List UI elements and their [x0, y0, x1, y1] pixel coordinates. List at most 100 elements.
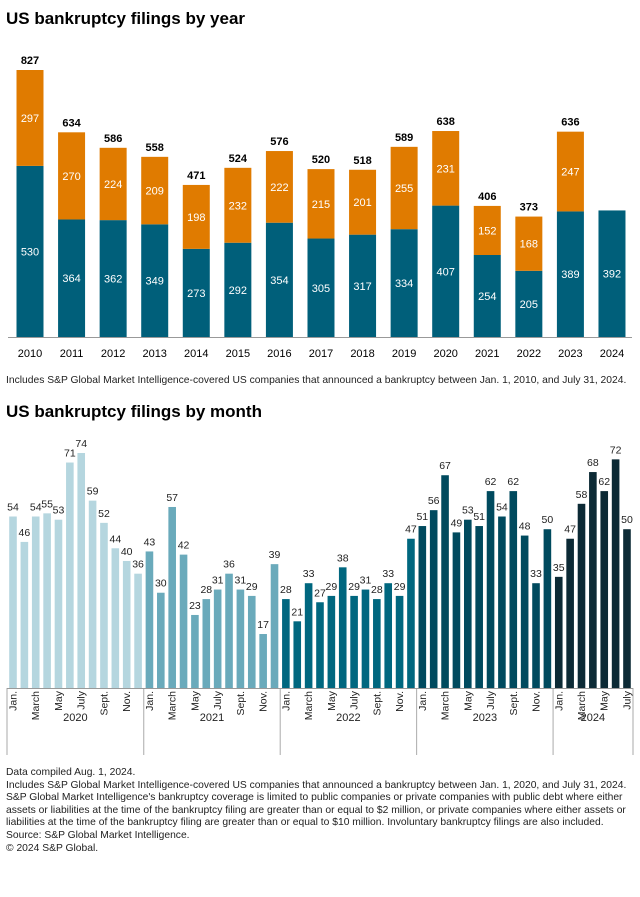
- bar-label: 232: [229, 200, 247, 212]
- note-date: Data compiled Aug. 1, 2024.: [6, 767, 136, 778]
- bar-label: 28: [371, 584, 383, 596]
- bar-label: 349: [146, 276, 164, 288]
- month-tick-label: Sept.: [235, 691, 247, 716]
- month-tick-label: Nov.: [258, 691, 270, 712]
- bar-2020-7: [77, 453, 86, 688]
- bar-label: 152: [478, 225, 496, 237]
- bar-2019-upper: [390, 146, 418, 230]
- bar-label: 530: [21, 246, 39, 258]
- bar-label: 31: [235, 575, 247, 587]
- bar-label: 29: [394, 581, 406, 593]
- bar-2011-upper: [58, 132, 86, 220]
- month-tick-label: May: [189, 690, 201, 711]
- annual-chart-title: US bankruptcy filings by year: [6, 9, 246, 28]
- bar-2018-lower: [349, 234, 377, 337]
- bar-label: 38: [337, 552, 349, 564]
- month-tick-label: July: [349, 690, 361, 709]
- bar-label: 247: [561, 167, 579, 179]
- bar-2022-upper: [515, 216, 543, 271]
- bar-2021-5: [191, 614, 199, 688]
- bar-2021-10: [247, 595, 256, 688]
- bar-2024-1: [554, 576, 563, 688]
- bar-2022-5: [327, 595, 336, 688]
- bar-2024-4: [589, 472, 597, 688]
- bar-2023-4: [452, 532, 461, 688]
- bar-label: 33: [382, 568, 394, 580]
- total-label: 634: [62, 117, 81, 129]
- bar-label: 62: [598, 476, 610, 488]
- bar-label: 35: [553, 562, 565, 574]
- bar-label: 31: [212, 575, 224, 587]
- bar-label: 23: [189, 600, 201, 612]
- bar-label: 51: [473, 511, 485, 523]
- x-tick-label: 2021: [475, 348, 499, 360]
- bar-2020-6: [66, 462, 74, 688]
- total-label: 558: [146, 142, 164, 154]
- bar-label: 17: [257, 619, 269, 631]
- note-source: Source: S&P Global Market Intelligence.: [6, 829, 190, 841]
- bar-label: 354: [270, 275, 288, 287]
- bar-label: 29: [348, 581, 360, 593]
- month-tick-label: July: [76, 690, 88, 709]
- month-tick-label: Nov.: [121, 691, 133, 712]
- month-tick-label: Sept.: [98, 691, 110, 716]
- month-tick-label: Nov.: [531, 691, 543, 712]
- bar-label: 297: [21, 113, 39, 125]
- bar-label: 72: [610, 444, 622, 456]
- bar-2021-8: [225, 573, 233, 688]
- bar-2024-2: [566, 538, 574, 688]
- bar-label: 33: [530, 568, 542, 580]
- bar-2012-lower: [99, 220, 127, 337]
- x-tick-label: 2016: [267, 348, 291, 360]
- bar-label: 43: [144, 536, 156, 548]
- bar-label: 54: [30, 502, 42, 514]
- bar-label: 29: [246, 581, 258, 593]
- bar-label: 57: [166, 492, 178, 504]
- bar-2023-10: [520, 535, 529, 688]
- bar-2016-lower: [265, 222, 293, 337]
- total-label: 589: [395, 132, 413, 144]
- x-tick-label: 2017: [309, 348, 333, 360]
- bar-label: 67: [439, 460, 451, 472]
- bar-label: 36: [223, 559, 235, 571]
- bar-label: 52: [98, 508, 110, 520]
- bar-2020-4: [43, 513, 51, 688]
- bar-label: 21: [291, 606, 303, 618]
- monthly-chart: 54Jan.4654March5553May7174July5952Sept.4…: [6, 438, 634, 755]
- bar-label: 58: [576, 489, 588, 501]
- bar-label: 222: [270, 182, 288, 194]
- bar-2013-upper: [141, 156, 169, 225]
- month-tick-label: Jan.: [8, 691, 20, 711]
- total-label: 520: [312, 154, 330, 166]
- year-label: 2022: [336, 712, 360, 724]
- x-tick-label: 2012: [101, 348, 125, 360]
- total-label: 586: [104, 133, 122, 145]
- bar-2010-lower: [16, 165, 44, 337]
- bar-2021-11: [259, 634, 267, 688]
- total-label: 576: [270, 136, 288, 148]
- x-tick-label: 2013: [142, 348, 166, 360]
- bar-2020-5: [54, 519, 63, 688]
- x-tick-label: 2022: [517, 348, 541, 360]
- month-tick-label: March: [440, 691, 452, 720]
- total-label: 406: [478, 191, 496, 203]
- total-label: 373: [520, 202, 538, 214]
- bar-2024-7: [623, 529, 631, 688]
- bar-2021-3: [168, 506, 176, 688]
- bar-2021-lower: [473, 254, 501, 337]
- bar-label: 30: [155, 578, 167, 590]
- bar-2023-5: [464, 519, 472, 688]
- bar-2022-8: [361, 589, 370, 688]
- bar-2022-9: [373, 599, 381, 688]
- bar-2022-4: [316, 602, 324, 688]
- bar-2020-lower: [432, 205, 460, 337]
- bar-label: 215: [312, 199, 330, 211]
- bar-2015-upper: [224, 167, 252, 243]
- total-label: 524: [229, 153, 248, 165]
- bar-2015-lower: [224, 242, 252, 337]
- bar-2022-6: [338, 567, 347, 688]
- total-label: 518: [353, 155, 371, 167]
- bar-2022-7: [350, 595, 358, 688]
- bar-2023-1: [418, 526, 427, 688]
- bar-label: 50: [621, 514, 633, 526]
